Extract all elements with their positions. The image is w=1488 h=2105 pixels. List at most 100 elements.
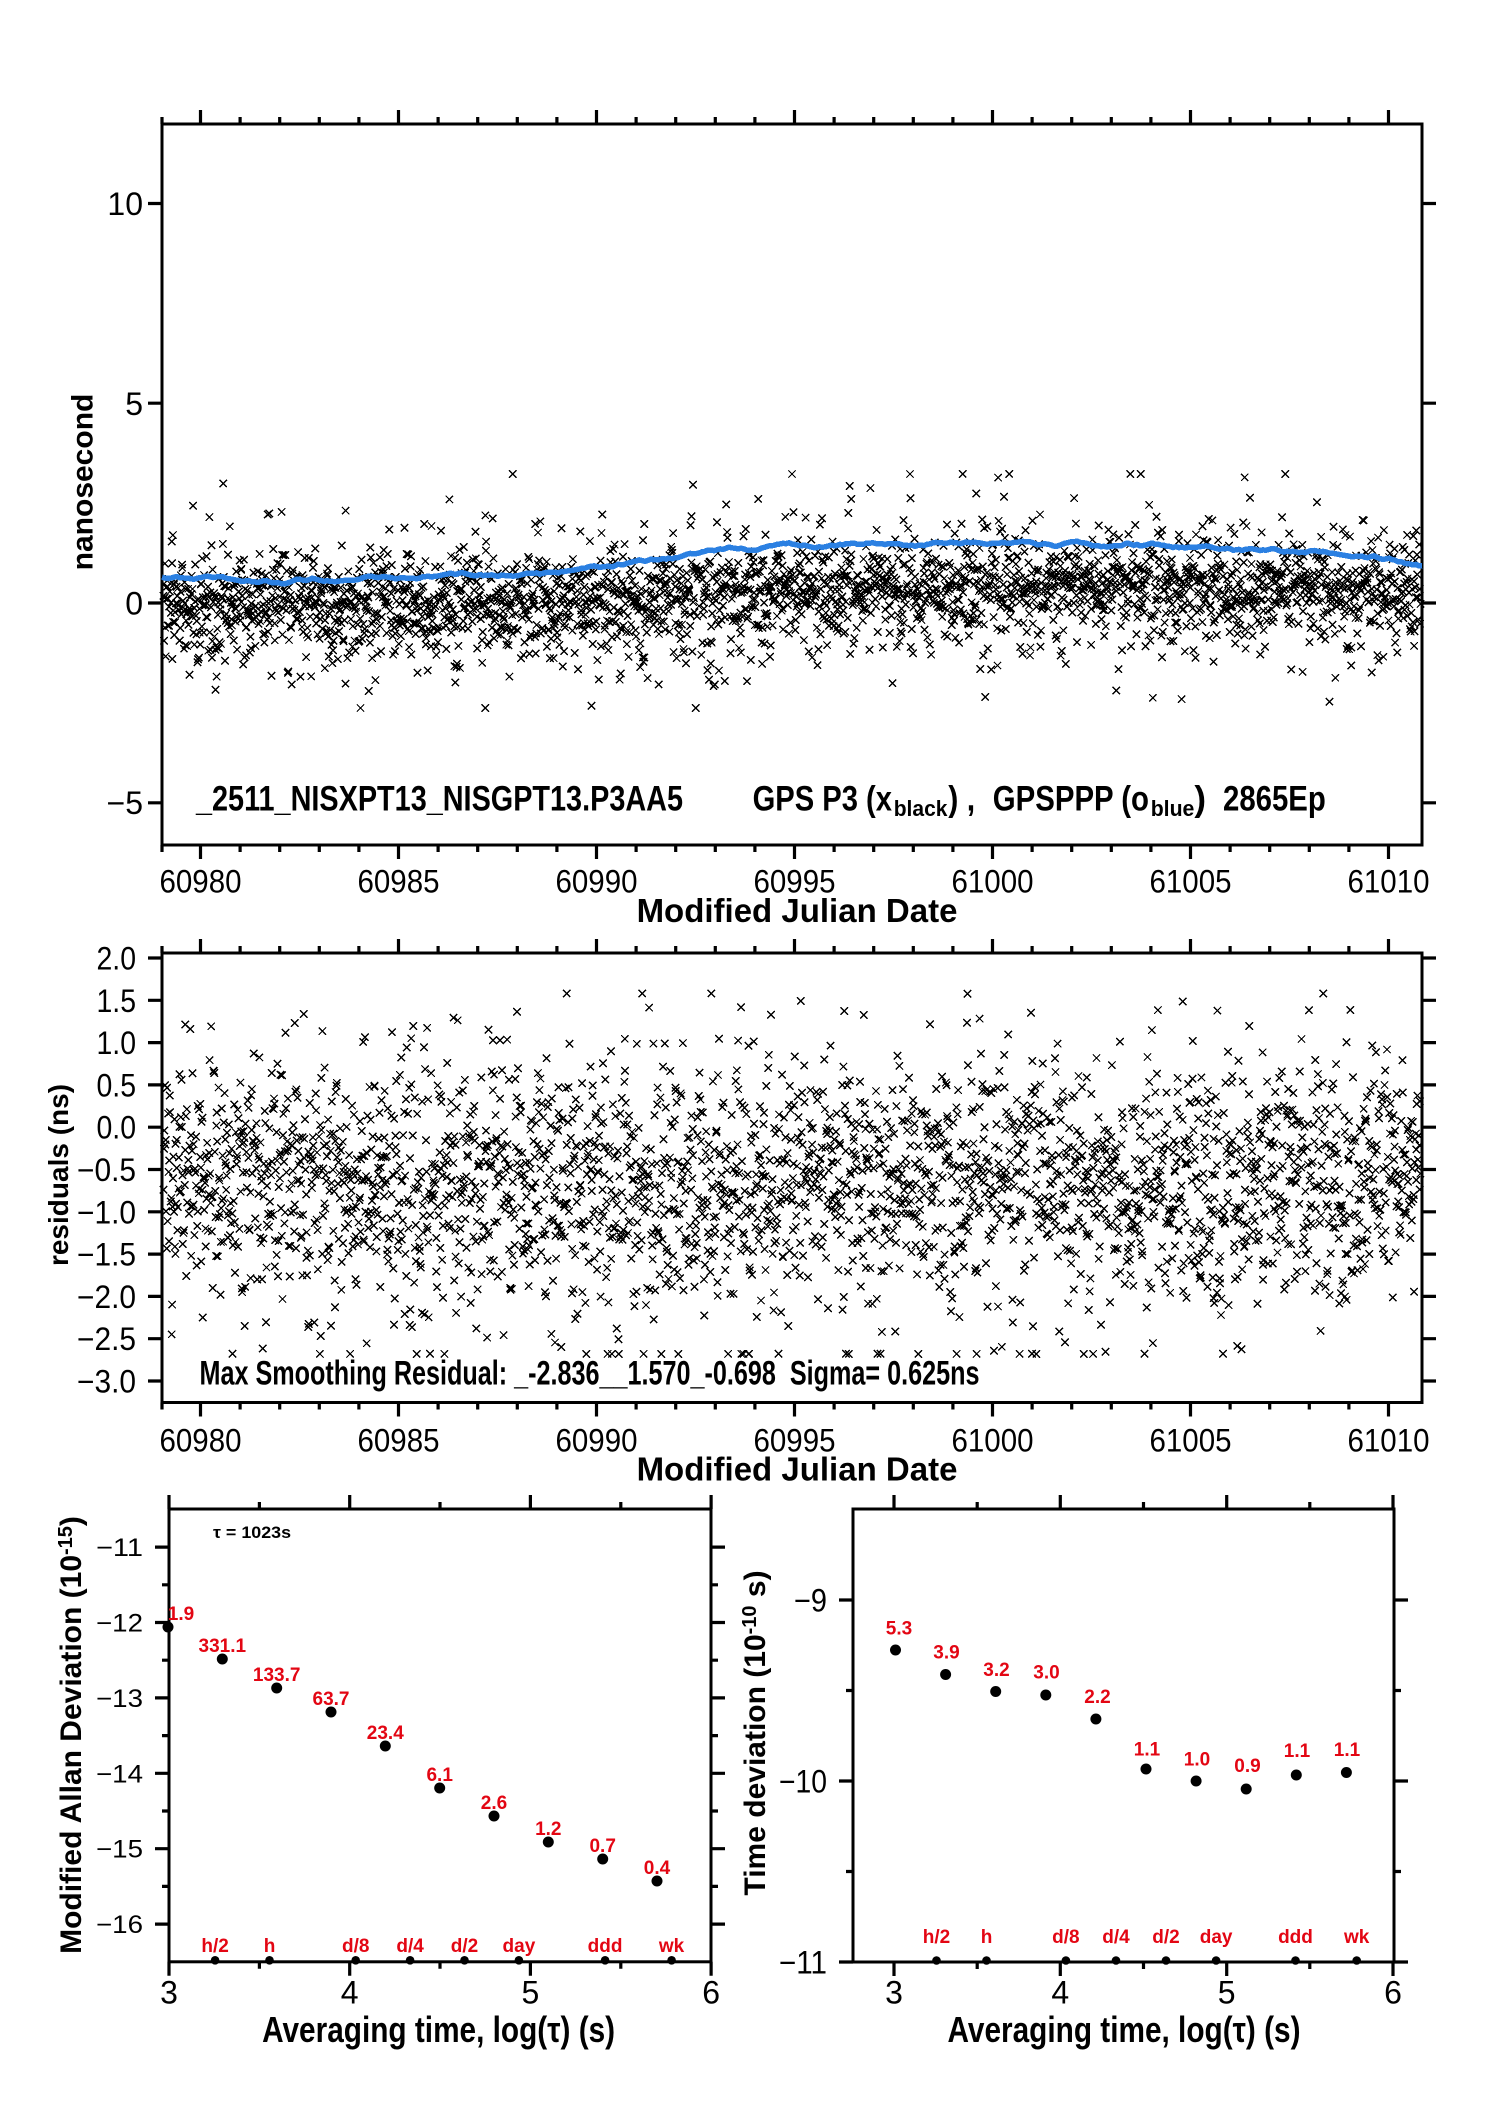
svg-text:ddd: ddd xyxy=(1278,1927,1313,1948)
svg-text:2.6: 2.6 xyxy=(481,1793,507,1814)
svg-text:ddd: ddd xyxy=(588,1936,623,1957)
svg-text:d/8: d/8 xyxy=(1052,1927,1079,1948)
svg-text:61010: 61010 xyxy=(1348,864,1430,900)
svg-text:Averaging time, log(τ) (s): Averaging time, log(τ) (s) xyxy=(948,2009,1301,2050)
svg-text:1.9: 1.9 xyxy=(168,1604,194,1625)
svg-text:0.7: 0.7 xyxy=(589,1836,615,1857)
svg-text:5: 5 xyxy=(1218,1975,1236,2011)
svg-text:1.5: 1.5 xyxy=(97,983,137,1019)
svg-text:h: h xyxy=(981,1927,993,1948)
svg-text:60995: 60995 xyxy=(754,864,836,900)
svg-text:4: 4 xyxy=(341,1975,359,2011)
svg-text:61000: 61000 xyxy=(952,864,1034,900)
svg-text:blue: blue xyxy=(1151,796,1195,821)
svg-text:63.7: 63.7 xyxy=(313,1689,350,1710)
svg-text:61000: 61000 xyxy=(952,1422,1034,1458)
svg-text:d/4: d/4 xyxy=(396,1936,424,1957)
svg-text:5: 5 xyxy=(125,386,143,422)
svg-text:23.4: 23.4 xyxy=(367,1723,404,1744)
svg-text:wk: wk xyxy=(658,1936,685,1957)
svg-text:2.0: 2.0 xyxy=(97,941,137,977)
svg-text:Averaging time, log(τ) (s): Averaging time, log(τ) (s) xyxy=(262,2009,615,2050)
svg-text:Modified Allan Deviation (10-1: Modified Allan Deviation (10-15) xyxy=(55,1516,88,1954)
svg-text:331.1: 331.1 xyxy=(199,1636,247,1657)
svg-text:61005: 61005 xyxy=(1150,1422,1232,1458)
svg-text:0.4: 0.4 xyxy=(644,1858,671,1879)
svg-text:2.2: 2.2 xyxy=(1084,1687,1110,1708)
svg-text:3.0: 3.0 xyxy=(1033,1663,1059,1684)
svg-text:−1.5: −1.5 xyxy=(77,1237,136,1273)
svg-text:d/2: d/2 xyxy=(451,1936,478,1957)
svg-text:60985: 60985 xyxy=(358,1422,440,1458)
svg-text:GPSPPP (o: GPSPPP (o xyxy=(993,779,1149,818)
svg-text:60980: 60980 xyxy=(160,1422,242,1458)
svg-text:60985: 60985 xyxy=(358,864,440,900)
svg-text:6: 6 xyxy=(1384,1975,1402,2011)
svg-text:_2511_NISXPT13_NISGPT13.P3AA5: _2511_NISXPT13_NISGPT13.P3AA5 xyxy=(195,780,683,819)
svg-text:−9: −9 xyxy=(794,1583,827,1619)
svg-text:3.9: 3.9 xyxy=(933,1643,959,1664)
svg-text:GPS P3 (x: GPS P3 (x xyxy=(753,779,893,818)
svg-text:d/8: d/8 xyxy=(342,1936,369,1957)
svg-text:2865Ep: 2865Ep xyxy=(1223,779,1326,818)
svg-text:day: day xyxy=(1200,1927,1233,1948)
svg-text:60990: 60990 xyxy=(556,1422,638,1458)
svg-text:1.1: 1.1 xyxy=(1334,1740,1361,1761)
svg-text:nanosecond: nanosecond xyxy=(67,394,100,571)
svg-text:−3.0: −3.0 xyxy=(77,1364,136,1400)
svg-text:0: 0 xyxy=(125,586,143,622)
svg-text:6: 6 xyxy=(702,1975,720,2011)
svg-text:) ,: ) , xyxy=(948,779,975,818)
svg-text:−5: −5 xyxy=(107,785,143,821)
svg-text:60990: 60990 xyxy=(556,864,638,900)
svg-text:1.1: 1.1 xyxy=(1134,1740,1161,1761)
svg-text:61005: 61005 xyxy=(1150,864,1232,900)
svg-text:Max Smoothing Residual: _-2.83: Max Smoothing Residual: _-2.836__1.570_-… xyxy=(200,1355,980,1393)
svg-text:1.0: 1.0 xyxy=(97,1025,137,1061)
svg-text:61010: 61010 xyxy=(1348,1422,1430,1458)
svg-text:−0.5: −0.5 xyxy=(77,1152,136,1188)
svg-text:): ) xyxy=(1194,779,1206,818)
svg-text:133.7: 133.7 xyxy=(253,1665,301,1686)
svg-text:−11: −11 xyxy=(96,1534,143,1562)
svg-text:Time deviation (10-10 s): Time deviation (10-10 s) xyxy=(739,1570,772,1895)
svg-text:1.1: 1.1 xyxy=(1284,1741,1311,1762)
svg-text:0.5: 0.5 xyxy=(97,1067,137,1103)
svg-text:−15: −15 xyxy=(96,1836,143,1864)
svg-text:6.1: 6.1 xyxy=(426,1765,453,1786)
svg-text:−10: −10 xyxy=(779,1764,827,1800)
svg-text:−13: −13 xyxy=(96,1685,143,1713)
svg-text:h/2: h/2 xyxy=(201,1936,228,1957)
svg-text:−2.5: −2.5 xyxy=(77,1321,136,1357)
svg-text:−12: −12 xyxy=(96,1610,143,1638)
svg-text:h: h xyxy=(264,1936,276,1957)
svg-text:day: day xyxy=(503,1936,536,1957)
svg-text:60980: 60980 xyxy=(160,864,242,900)
svg-text:black: black xyxy=(894,796,949,821)
svg-text:−16: −16 xyxy=(96,1911,143,1939)
svg-text:τ = 1023s: τ = 1023s xyxy=(213,1523,291,1542)
svg-text:residuals (ns): residuals (ns) xyxy=(43,1084,74,1266)
svg-text:3: 3 xyxy=(885,1975,903,2011)
svg-text:−14: −14 xyxy=(96,1760,143,1788)
svg-text:−1.0: −1.0 xyxy=(77,1194,136,1230)
svg-text:d/4: d/4 xyxy=(1102,1927,1130,1948)
svg-text:0.0: 0.0 xyxy=(97,1110,137,1146)
svg-text:1.0: 1.0 xyxy=(1184,1750,1210,1771)
svg-text:d/2: d/2 xyxy=(1152,1927,1179,1948)
svg-text:−2.0: −2.0 xyxy=(77,1279,136,1315)
svg-text:h/2: h/2 xyxy=(923,1927,950,1948)
svg-text:0.9: 0.9 xyxy=(1234,1756,1260,1777)
svg-text:Modified Julian Date: Modified Julian Date xyxy=(637,892,958,929)
svg-text:3: 3 xyxy=(160,1975,178,2011)
svg-text:10: 10 xyxy=(107,186,143,222)
svg-text:1.2: 1.2 xyxy=(535,1819,561,1840)
svg-text:3.2: 3.2 xyxy=(983,1660,1009,1681)
svg-text:60995: 60995 xyxy=(754,1422,836,1458)
svg-text:Modified Julian Date: Modified Julian Date xyxy=(637,1451,958,1488)
svg-text:wk: wk xyxy=(1343,1927,1370,1948)
svg-text:5: 5 xyxy=(522,1975,540,2011)
svg-text:4: 4 xyxy=(1051,1975,1069,2011)
svg-text:5.3: 5.3 xyxy=(886,1619,912,1640)
svg-text:−11: −11 xyxy=(779,1945,827,1981)
